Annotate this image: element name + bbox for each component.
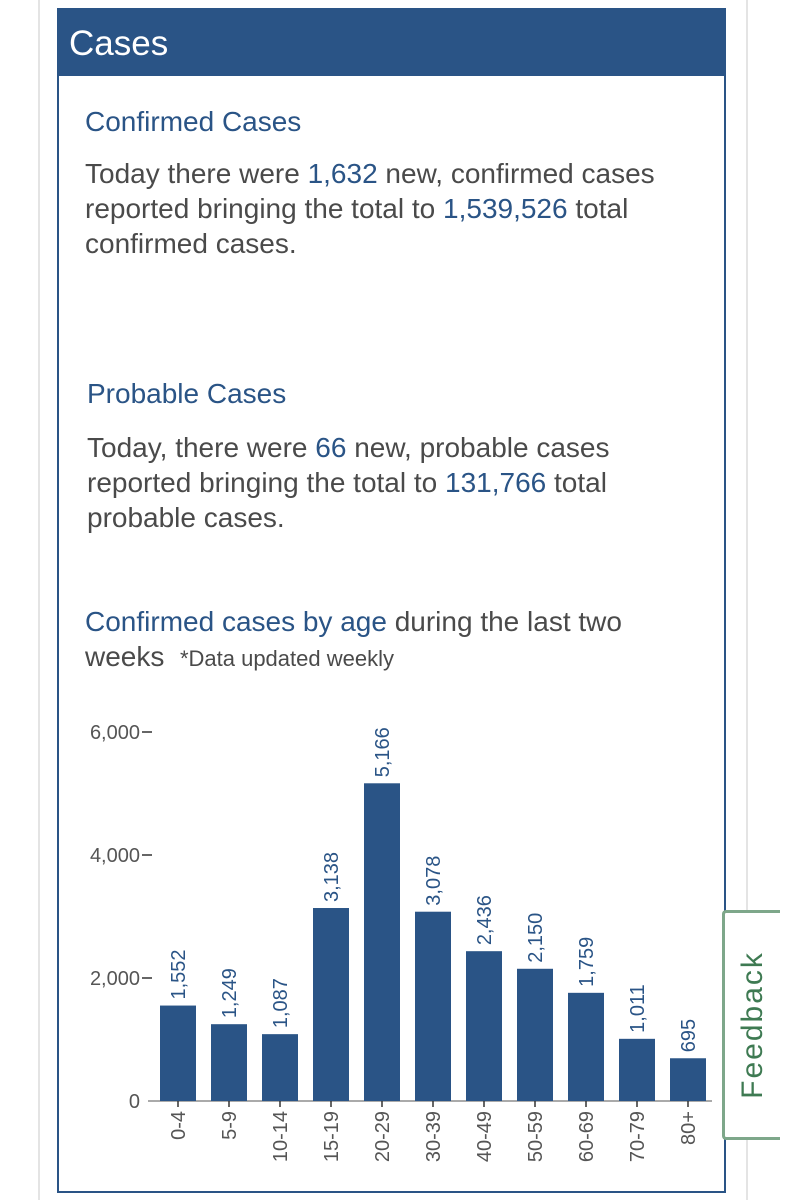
bar-value-label: 3,078 bbox=[423, 856, 445, 906]
bar bbox=[670, 1058, 706, 1101]
y-tick-label: 2,000 bbox=[90, 968, 140, 990]
bar bbox=[364, 783, 400, 1101]
x-tick-label: 30-39 bbox=[423, 1111, 445, 1162]
x-tick-label: 5-9 bbox=[219, 1111, 241, 1140]
x-tick-label: 60-69 bbox=[576, 1111, 598, 1162]
x-tick-label: 10-14 bbox=[270, 1111, 292, 1162]
bar-value-label: 1,249 bbox=[219, 968, 241, 1018]
x-tick-label: 50-59 bbox=[525, 1111, 547, 1162]
bar-value-label: 2,150 bbox=[525, 913, 547, 963]
y-tick-label: 6,000 bbox=[90, 722, 140, 744]
bar-value-label: 1,011 bbox=[627, 984, 649, 1033]
bar bbox=[415, 912, 451, 1101]
bar bbox=[160, 1006, 196, 1101]
bar bbox=[517, 969, 553, 1101]
feedback-label: Feedback bbox=[736, 951, 770, 1099]
bar-value-label: 2,436 bbox=[474, 895, 496, 945]
x-tick-label: 40-49 bbox=[474, 1111, 496, 1162]
y-tick-label: 0 bbox=[129, 1091, 140, 1113]
bar bbox=[262, 1034, 298, 1101]
bar-value-label: 1,087 bbox=[270, 978, 292, 1028]
x-tick-label: 15-19 bbox=[321, 1111, 343, 1162]
y-tick-label: 4,000 bbox=[90, 845, 140, 867]
x-tick-label: 0-4 bbox=[168, 1111, 190, 1140]
bar bbox=[568, 993, 604, 1101]
bar-value-label: 1,759 bbox=[576, 937, 598, 987]
x-tick-label: 70-79 bbox=[627, 1111, 649, 1162]
bar bbox=[619, 1039, 655, 1101]
bar-value-label: 695 bbox=[678, 1019, 700, 1052]
x-tick-label: 80+ bbox=[678, 1111, 700, 1145]
bar-value-label: 3,138 bbox=[321, 852, 343, 902]
x-tick-label: 20-29 bbox=[372, 1111, 394, 1162]
bar bbox=[211, 1024, 247, 1101]
bar bbox=[466, 951, 502, 1101]
bar bbox=[313, 908, 349, 1101]
feedback-tab[interactable]: Feedback bbox=[722, 910, 780, 1140]
bar-value-label: 1,552 bbox=[168, 949, 190, 999]
bar-value-label: 5,166 bbox=[372, 727, 394, 777]
